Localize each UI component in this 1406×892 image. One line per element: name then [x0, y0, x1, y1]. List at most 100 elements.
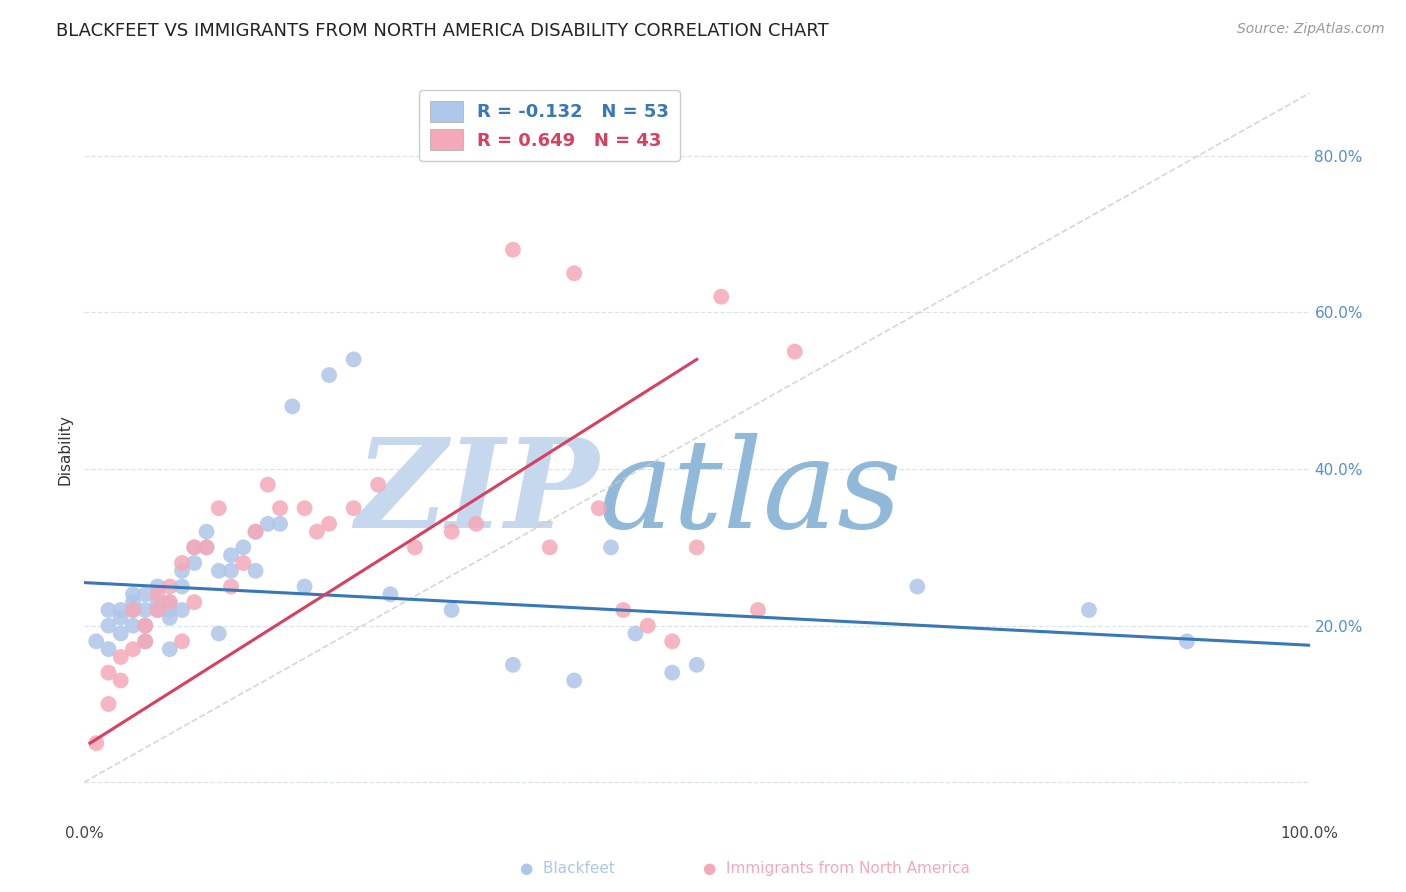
- Point: [110, 626, 132, 640]
- Point: [269, 516, 291, 531]
- Point: [170, 580, 193, 594]
- Point: [122, 595, 145, 609]
- Point: [134, 618, 156, 632]
- Point: [146, 580, 169, 594]
- Point: [404, 541, 426, 555]
- Point: [637, 618, 659, 632]
- Point: [195, 524, 218, 539]
- Point: [342, 352, 364, 367]
- Point: [159, 595, 181, 609]
- Point: [588, 501, 610, 516]
- Point: [1175, 634, 1198, 648]
- Point: [97, 642, 120, 657]
- Point: [97, 603, 120, 617]
- Y-axis label: Disability: Disability: [58, 414, 72, 485]
- Point: [134, 634, 156, 648]
- Point: [134, 587, 156, 601]
- Point: [97, 618, 120, 632]
- Point: [146, 603, 169, 617]
- Point: [905, 580, 928, 594]
- Point: [110, 611, 132, 625]
- Point: [146, 603, 169, 617]
- Point: [342, 501, 364, 516]
- Point: [134, 603, 156, 617]
- Point: [122, 587, 145, 601]
- Point: [134, 618, 156, 632]
- Point: [256, 516, 278, 531]
- Point: [783, 344, 806, 359]
- Point: [562, 673, 585, 688]
- Point: [110, 650, 132, 665]
- Point: [318, 516, 340, 531]
- Point: [97, 665, 120, 680]
- Point: [122, 603, 145, 617]
- Text: ●  Immigrants from North America: ● Immigrants from North America: [703, 861, 970, 876]
- Point: [146, 587, 169, 601]
- Text: ZIP: ZIP: [354, 434, 599, 555]
- Point: [661, 634, 683, 648]
- Point: [208, 626, 231, 640]
- Point: [538, 541, 561, 555]
- Point: [219, 548, 242, 562]
- Point: [624, 626, 647, 640]
- Point: [159, 603, 181, 617]
- Point: [318, 368, 340, 382]
- Point: [256, 477, 278, 491]
- Legend: R = -0.132   N = 53, R = 0.649   N = 43: R = -0.132 N = 53, R = 0.649 N = 43: [419, 90, 681, 161]
- Point: [84, 736, 107, 750]
- Point: [747, 603, 769, 617]
- Point: [269, 501, 291, 516]
- Point: [110, 673, 132, 688]
- Point: [502, 243, 524, 257]
- Point: [183, 595, 205, 609]
- Point: [195, 541, 218, 555]
- Point: [134, 634, 156, 648]
- Point: [110, 603, 132, 617]
- Point: [159, 580, 181, 594]
- Text: atlas: atlas: [599, 434, 903, 555]
- Point: [600, 541, 623, 555]
- Point: [440, 524, 463, 539]
- Point: [245, 524, 267, 539]
- Point: [440, 603, 463, 617]
- Point: [170, 556, 193, 570]
- Point: [219, 564, 242, 578]
- Point: [686, 541, 709, 555]
- Text: BLACKFEET VS IMMIGRANTS FROM NORTH AMERICA DISABILITY CORRELATION CHART: BLACKFEET VS IMMIGRANTS FROM NORTH AMERI…: [56, 22, 830, 40]
- Point: [612, 603, 634, 617]
- Point: [170, 564, 193, 578]
- Point: [195, 541, 218, 555]
- Point: [661, 665, 683, 680]
- Point: [232, 541, 254, 555]
- Point: [159, 611, 181, 625]
- Point: [380, 587, 402, 601]
- Point: [305, 524, 328, 539]
- Point: [122, 642, 145, 657]
- Point: [1077, 603, 1099, 617]
- Point: [281, 400, 304, 414]
- Point: [183, 541, 205, 555]
- Point: [710, 290, 733, 304]
- Point: [122, 618, 145, 632]
- Point: [159, 642, 181, 657]
- Point: [122, 603, 145, 617]
- Point: [84, 634, 107, 648]
- Text: Source: ZipAtlas.com: Source: ZipAtlas.com: [1237, 22, 1385, 37]
- Point: [502, 657, 524, 672]
- Point: [465, 516, 488, 531]
- Point: [170, 634, 193, 648]
- Point: [294, 580, 316, 594]
- Point: [219, 580, 242, 594]
- Point: [183, 556, 205, 570]
- Point: [245, 564, 267, 578]
- Point: [97, 697, 120, 711]
- Point: [686, 657, 709, 672]
- Point: [183, 541, 205, 555]
- Point: [245, 524, 267, 539]
- Point: [232, 556, 254, 570]
- Point: [159, 595, 181, 609]
- Point: [562, 266, 585, 280]
- Point: [367, 477, 389, 491]
- Point: [208, 501, 231, 516]
- Point: [146, 595, 169, 609]
